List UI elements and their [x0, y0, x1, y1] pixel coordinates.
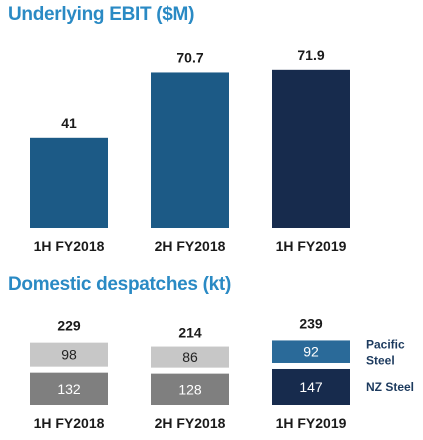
ebit-value-label: 71.9 — [297, 47, 324, 63]
ebit-value-label: 70.7 — [176, 49, 203, 65]
ebit-chart-title: Underlying EBIT ($M) — [8, 4, 195, 25]
despatch-category-label: 1H FY2018 — [34, 415, 105, 431]
pacific-steel-segment — [30, 342, 108, 367]
nz-steel-segment — [151, 373, 229, 405]
pacific-steel-value: 92 — [303, 344, 319, 360]
legend-nz-steel: NZ Steel — [366, 380, 414, 394]
ebit-category-label: 1H FY2018 — [34, 238, 105, 254]
nz-steel-segment — [272, 368, 350, 405]
ebit-category-label: 2H FY2018 — [155, 238, 226, 254]
nz-steel-value: 132 — [57, 381, 81, 397]
despatch-total-label: 239 — [299, 315, 323, 331]
pacific-steel-value: 98 — [61, 347, 77, 363]
pacific-steel-value: 86 — [182, 349, 198, 365]
pacific-steel-segment — [151, 346, 229, 368]
ebit-bar — [272, 69, 350, 228]
despatch-chart-title: Domestic despatches (kt) — [8, 274, 231, 295]
despatch-total-label: 214 — [178, 325, 202, 341]
nz-steel-segment — [30, 372, 108, 405]
ebit-value-label: 41 — [61, 115, 77, 131]
ebit-category-label: 1H FY2019 — [276, 238, 347, 254]
legend-pacific-steel-line1: Pacific — [366, 338, 405, 352]
despatch-category-label: 2H FY2018 — [155, 415, 226, 431]
pacific-steel-segment — [272, 340, 350, 363]
nz-steel-value: 128 — [178, 381, 202, 397]
despatch-category-label: 1H FY2019 — [276, 415, 347, 431]
nz-steel-value: 147 — [299, 379, 323, 395]
ebit-bar — [151, 72, 229, 229]
legend-pacific-steel-line2: Steel — [366, 354, 395, 368]
despatch-total-label: 229 — [57, 318, 81, 334]
ebit-bar — [30, 137, 108, 228]
